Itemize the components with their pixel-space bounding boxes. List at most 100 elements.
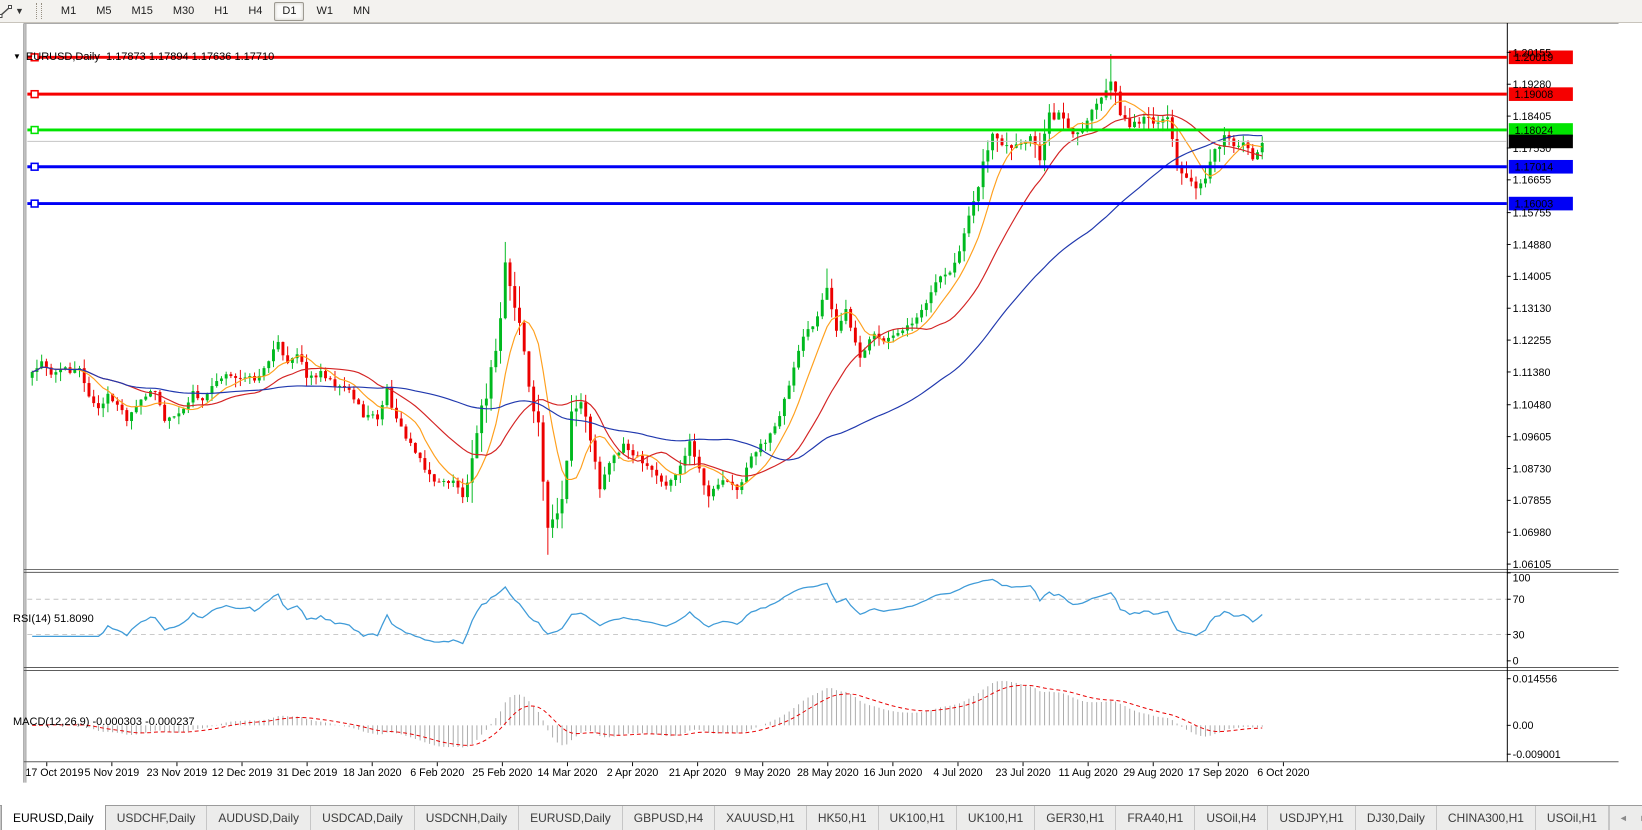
svg-text:1.16003: 1.16003 [1515,198,1554,210]
macd-signal-line [32,684,1263,746]
tab-nav: ◄ ► [1608,806,1642,830]
chart-tab-13-USOil-H4[interactable]: USOil,H4 [1195,806,1269,830]
current-price-line: 1.17710 [27,134,1573,148]
timeframe-button-M30[interactable]: M30 [172,4,195,17]
tab-scroll-right-icon[interactable]: ► [1640,813,1642,823]
chart-tab-2-AUDUSD-Daily[interactable]: AUDUSD,Daily [207,806,312,830]
timeframe-button-D1[interactable]: D1 [274,1,305,21]
svg-text:0.00: 0.00 [1513,720,1534,732]
svg-text:28 May 2020: 28 May 2020 [797,767,859,779]
svg-text:1.17530: 1.17530 [1513,143,1552,155]
svg-text:6 Oct 2020: 6 Oct 2020 [1257,767,1309,779]
svg-text:25 Feb 2020: 25 Feb 2020 [472,767,532,779]
svg-text:23 Nov 2019: 23 Nov 2019 [147,767,208,779]
svg-text:1.06105: 1.06105 [1513,559,1552,571]
price-axis[interactable]: 1.20155 1.19280 1.18405 1.17530 1.16655 1.157… [1506,47,1552,571]
chart-tab-17-USOil-H1[interactable]: USOil,H1 [1536,806,1609,830]
chart-frame [23,23,1619,783]
horizontal-lines[interactable]: 1.20019 1.19008 1.18024 1.17014 1.16003 [27,50,1573,211]
chart-tab-8-HK50-H1[interactable]: HK50,H1 [807,806,879,830]
svg-text:100: 100 [1513,573,1531,585]
svg-text:0: 0 [1513,656,1519,668]
timeframe-button-W1[interactable]: W1 [316,4,333,17]
svg-text:1.09605: 1.09605 [1513,431,1552,443]
chart-tab-11-GER30-H1[interactable]: GER30,H1 [1035,806,1117,830]
svg-text:29 Aug 2020: 29 Aug 2020 [1123,767,1183,779]
date-axis[interactable]: 17 Oct 2019 5 Nov 2019 23 Nov 2019 12 Dec 2… [25,762,1310,779]
svg-text:4 Jul 2020: 4 Jul 2020 [933,767,982,779]
chart-tab-4-USDCNH-Daily[interactable]: USDCNH,Daily [415,806,520,830]
ma-line-55 [31,134,1263,461]
trendline-tool-icon[interactable] [0,4,13,19]
svg-text:12 Dec 2019: 12 Dec 2019 [212,767,273,779]
svg-text:31 Dec 2019: 31 Dec 2019 [277,767,338,779]
svg-text:1.14005: 1.14005 [1513,271,1552,283]
toolbar-caret-icon[interactable]: ▼ [15,6,24,16]
chart-tab-3-USDCAD-Daily[interactable]: USDCAD,Daily [311,806,415,830]
svg-text:23 Jul 2020: 23 Jul 2020 [995,767,1050,779]
svg-text:1.17710: 1.17710 [1515,136,1554,148]
svg-text:1.20019: 1.20019 [1515,52,1554,64]
chart-window: ▼ EURUSD,Daily 1.17873 1.17894 1.17636 1.… [0,23,1642,805]
svg-text:0.014556: 0.014556 [1513,674,1558,686]
svg-text:1.19008: 1.19008 [1515,89,1554,101]
svg-text:1.19280: 1.19280 [1513,79,1552,91]
ma-line-21 [31,113,1263,477]
timeframe-button-M1[interactable]: M1 [60,4,77,17]
chart-tab-15-DJ30-Daily[interactable]: DJ30,Daily [1356,806,1437,830]
timeframe-button-M5[interactable]: M5 [96,4,112,17]
svg-text:1.12255: 1.12255 [1513,335,1552,347]
ma-line-8 [31,100,1263,488]
chart-tab-16-CHINA300-H1[interactable]: CHINA300,H1 [1437,806,1536,830]
macd-panel: 0.014556 0.00 -0.009001 [1506,674,1561,761]
chart-tab-1-USDCHF-Daily[interactable]: USDCHF,Daily [106,806,208,830]
rsi-panel: 100 70 30 0 [27,572,1531,668]
chart-title-collapse-icon[interactable]: ▼ [13,52,21,61]
svg-text:1.08730: 1.08730 [1513,463,1552,475]
svg-text:9 May 2020: 9 May 2020 [735,767,791,779]
svg-text:70: 70 [1513,594,1525,606]
rsi-label: RSI(14) 51.8090 [13,613,94,625]
timeframe-button-MN[interactable]: MN [352,4,371,17]
chart-title[interactable]: ▼ EURUSD,Daily 1.17873 1.17894 1.17636 1.… [13,51,274,63]
svg-text:1.16655: 1.16655 [1513,175,1552,187]
svg-text:5 Nov 2019: 5 Nov 2019 [85,767,140,779]
toolbar-grip[interactable] [35,3,42,19]
chart-title-ohlc: 1.17873 1.17894 1.17636 1.17710 [106,51,275,63]
chart-tab-9-UK100-H1[interactable]: UK100,H1 [879,806,957,830]
toolbar: ▼ M1 M5 M15 M30 H1 H4 D1 W1 MN [0,0,1642,23]
chart-tab-12-FRA40-H1[interactable]: FRA40,H1 [1116,806,1196,830]
svg-text:30: 30 [1513,629,1525,641]
svg-text:6 Feb 2020: 6 Feb 2020 [410,767,464,779]
svg-text:14 Mar 2020: 14 Mar 2020 [537,767,597,779]
chart-tab-10-UK100-H1[interactable]: UK100,H1 [957,806,1036,830]
svg-text:16 Jun 2020: 16 Jun 2020 [864,767,923,779]
svg-text:11 Aug 2020: 11 Aug 2020 [1059,767,1118,779]
svg-text:1.06980: 1.06980 [1513,527,1552,539]
macd-label: MACD(12,26,9) -0.000303 -0.000237 [13,716,195,728]
macd-histogram [36,680,1263,748]
tab-scroll-left-icon[interactable]: ◄ [1618,813,1628,823]
chart-tab-7-XAUUSD-H1[interactable]: XAUUSD,H1 [715,806,807,830]
chart-tab-14-USDJPY-H1[interactable]: USDJPY,H1 [1268,806,1356,830]
svg-text:1.18024: 1.18024 [1515,125,1554,137]
chart-tab-5-EURUSD-Daily[interactable]: EURUSD,Daily [519,806,623,830]
timeframe-button-M15[interactable]: M15 [131,4,153,17]
chart-canvas[interactable]: 1.20019 1.19008 1.18024 1.17014 1.16003 1.177… [0,23,1642,805]
rsi-line [32,578,1263,645]
svg-text:1.17014: 1.17014 [1515,162,1554,174]
svg-text:17 Oct 2019: 17 Oct 2019 [25,767,83,779]
svg-text:1.15755: 1.15755 [1513,208,1552,220]
svg-text:1.14880: 1.14880 [1513,239,1552,251]
svg-text:21 Apr 2020: 21 Apr 2020 [669,767,727,779]
timeframe-button-H1[interactable]: H1 [214,4,229,17]
chart-tab-6-GBPUSD-H4[interactable]: GBPUSD,H4 [623,806,716,830]
svg-text:1.13130: 1.13130 [1513,303,1552,315]
svg-text:18 Jan 2020: 18 Jan 2020 [343,767,402,779]
timeframe-button-H4[interactable]: H4 [248,4,263,17]
svg-text:1.07855: 1.07855 [1513,495,1552,507]
chart-tab-0-EURUSD-Daily[interactable]: EURUSD,Daily [1,805,106,830]
candles-layer [30,54,1264,555]
chart-tabbar: EURUSD,Daily USDCHF,Daily AUDUSD,Daily USDC… [0,805,1642,830]
svg-text:17 Sep 2020: 17 Sep 2020 [1188,767,1249,779]
